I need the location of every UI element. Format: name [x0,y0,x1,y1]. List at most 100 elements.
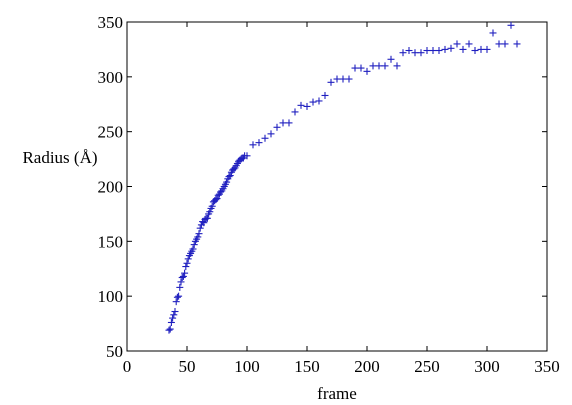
y-tick-labels: 50 100 150 200 250 300 350 [98,13,124,361]
data-point [208,202,216,210]
data-point [399,49,407,57]
data-point [171,308,179,316]
data-point [339,75,347,83]
x-tick-label: 0 [123,357,132,376]
data-point [213,195,221,203]
data-point [459,45,467,53]
data-point [285,119,293,127]
data-point [173,293,181,301]
y-tick-label: 100 [98,287,124,306]
data-point [369,62,377,70]
data-point [249,141,257,149]
data-point [196,224,204,232]
x-tick-label: 100 [234,357,260,376]
data-point [387,55,395,63]
data-point [223,178,231,186]
y-tick-label: 300 [98,68,124,87]
data-point [291,108,299,116]
data-point [243,152,251,160]
plot-frame [126,21,548,352]
data-point [483,45,491,53]
data-point [175,292,183,300]
data-point [435,47,443,55]
data-point [200,219,208,227]
x-tick-label: 50 [179,357,196,376]
data-point [321,91,329,99]
data-point [405,47,413,55]
data-point [393,62,401,70]
data-point [351,64,359,72]
data-point [225,173,233,181]
x-axis-label: frame [317,384,357,403]
data-point [184,255,192,263]
data-point [178,274,186,282]
data-point [183,259,191,267]
data-point [177,278,185,286]
data-point [167,318,175,326]
data-point [279,119,287,127]
data-point [189,245,197,253]
data-point [507,21,515,29]
data-point [181,269,189,277]
y-tick-label: 50 [106,342,123,361]
data-point [327,78,335,86]
data-point [179,272,187,280]
data-point [471,47,479,55]
data-point [429,47,437,55]
data-point [309,98,317,106]
data-point [297,101,305,109]
data-point [212,196,220,204]
data-point [357,64,365,72]
data-point [381,62,389,70]
data-point [255,139,263,147]
data-point [195,230,203,238]
x-tick-label: 350 [534,357,560,376]
y-tick-label: 250 [98,123,124,142]
data-point [172,298,180,306]
data-point [411,49,419,57]
data-point [203,214,211,222]
data-point [226,172,234,180]
y-tick-label: 350 [98,13,124,32]
data-point [315,97,323,105]
data-point [477,45,485,53]
data-point [345,75,353,83]
x-tick-label: 300 [474,357,500,376]
data-point [267,130,275,138]
data-point [261,134,269,142]
data-point [273,123,281,131]
data-point [190,241,198,249]
data-point [165,326,173,334]
data-point [206,208,214,216]
data-point [375,62,383,70]
data-point [169,314,177,322]
x-tick-label: 200 [354,357,380,376]
data-point [303,102,311,110]
data-point [170,311,178,319]
data-point [194,233,202,241]
y-tick-label: 150 [98,232,124,251]
data-point [447,44,455,52]
data-point [441,45,449,53]
data-point [489,29,497,37]
x-tick-label: 250 [414,357,440,376]
data-point [182,263,190,271]
data-point [501,40,509,48]
y-tick-label: 200 [98,178,124,197]
data-point [465,40,473,48]
y-axis-label: Radius (Å) [22,148,97,167]
data-point [333,75,341,83]
x-tick-labels: 0 50 100 150 200 250 300 350 [123,357,560,376]
data-point [453,40,461,48]
data-point [176,283,184,291]
x-tick-label: 150 [294,357,320,376]
data-point [166,325,174,333]
data-point [423,47,431,55]
data-point [495,40,503,48]
data-point [513,40,521,48]
data-point [363,67,371,75]
data-point [417,49,425,57]
data-points [165,21,521,334]
axis-ticks [126,21,548,352]
